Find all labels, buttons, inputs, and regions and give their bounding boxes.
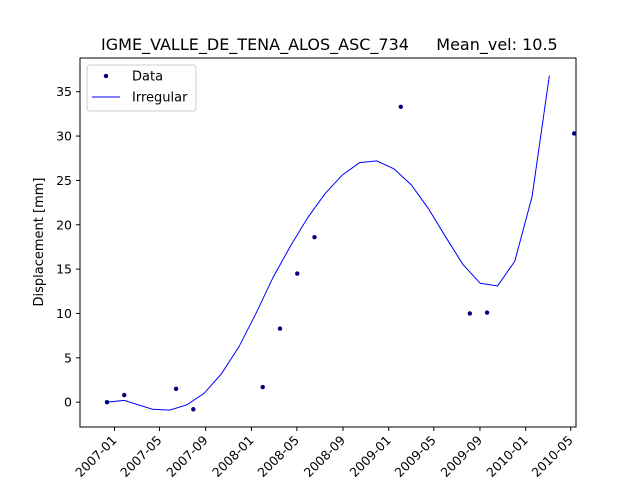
axes-frame	[79, 57, 577, 428]
data-point	[191, 407, 196, 412]
x-tick-label: 2007-05	[117, 433, 165, 480]
x-tick-label: 2010-05	[528, 433, 576, 480]
chart-subtitle-text: Mean_vel: 10.5	[436, 35, 557, 55]
data-point	[122, 392, 127, 398]
y-tick-label: 25	[56, 173, 72, 188]
data-point	[571, 131, 577, 136]
legend-box	[86, 64, 197, 112]
plot-area: 051015202530352007-012007-052007-092008-…	[56, 57, 577, 480]
x-tick-label: 2007-09	[163, 432, 211, 480]
x-tick-label: 2009-05	[391, 433, 439, 480]
data-point	[260, 384, 265, 390]
y-tick-label: 30	[56, 129, 72, 144]
chart-title: IGME_VALLE_DE_TENA_ALOS_ASC_734 Mean_vel…	[101, 35, 558, 55]
y-axis-label: Displacement [mm]	[32, 178, 47, 307]
x-tick-label: 2008-09	[301, 432, 349, 480]
data-point	[312, 234, 317, 240]
legend-marker-data	[103, 73, 109, 79]
y-tick-label: 10	[56, 306, 72, 321]
data-point	[295, 271, 300, 276]
y-tick-label: 5	[64, 350, 72, 365]
y-tick-label: 15	[56, 262, 72, 277]
chart-title-text: IGME_VALLE_DE_TENA_ALOS_ASC_734	[101, 35, 409, 55]
x-tick-label: 2009-01	[346, 433, 394, 480]
x-tick-label: 2009-09	[438, 432, 486, 480]
data-point	[467, 311, 473, 316]
x-tick-label: 2008-05	[254, 433, 302, 480]
legend: Data Irregular	[86, 64, 197, 112]
y-tick-label: 35	[56, 84, 72, 99]
y-tick-label: 20	[56, 217, 72, 232]
x-tick-label: 2010-01	[483, 433, 531, 480]
legend-label-irregular: Irregular	[132, 91, 188, 106]
data-point	[398, 104, 403, 109]
series-line-irregular	[106, 75, 550, 411]
x-tick-label: 2008-01	[209, 433, 257, 480]
data-point	[277, 326, 283, 331]
data-point	[173, 386, 179, 392]
legend-label-data: Data	[132, 70, 163, 85]
y-tick-label: 0	[64, 395, 72, 410]
x-tick-label: 2007-01	[72, 433, 120, 480]
data-point	[484, 310, 490, 315]
